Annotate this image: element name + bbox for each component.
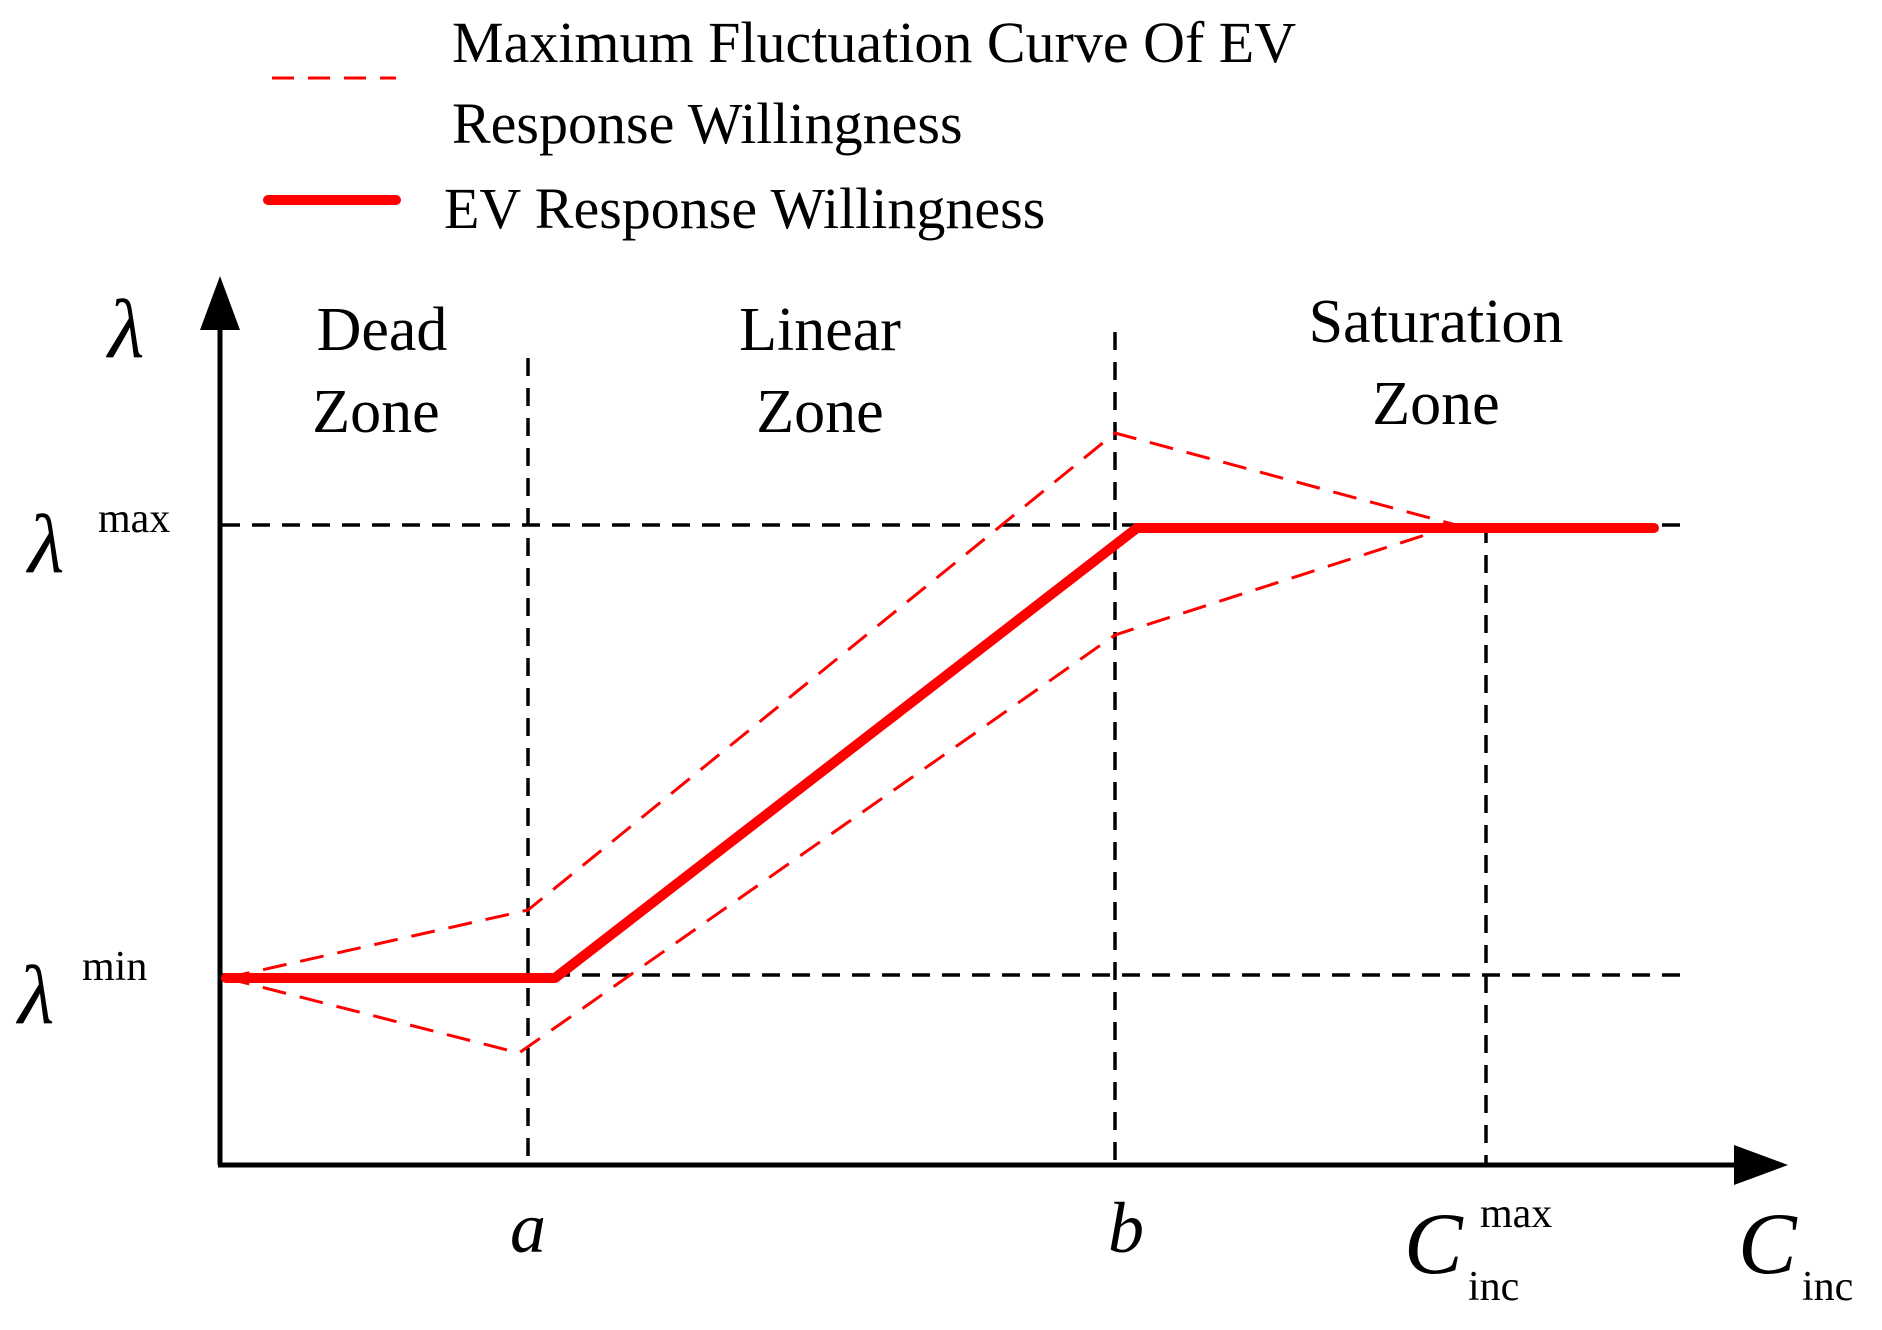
lambda-min-superscript: min [82,944,147,990]
zone-labels: Dead Zone Linear Zone Saturation Zone [312,288,1563,446]
legend-dashed-label-line1: Maximum Fluctuation Curve Of EV [452,10,1296,75]
ev-response-willingness-curve [221,523,1659,983]
saturation-zone-label-line1: Saturation [1309,288,1564,356]
x-axis-subscript: inc [1802,1264,1853,1310]
dead-zone-label-line1: Dead [317,296,448,364]
lower-fluctuation-curve [225,523,1457,1055]
saturation-zone-label-line2: Zone [1372,370,1499,438]
x-axis-symbol: C [1738,1196,1798,1293]
dead-zone-label-line2: Zone [312,378,439,446]
legend: Maximum Fluctuation Curve Of EV Response… [263,10,1296,241]
legend-dashed-label-line2: Response Willingness [452,91,963,156]
y-axis-symbol: λ [105,283,144,376]
lambda-max-symbol: λ [25,498,64,591]
axis-labels: λ λ max λ min a b C max inc C inc [15,283,1853,1310]
upper-fluctuation-curve [225,431,1457,980]
lambda-max-superscript: max [98,496,170,542]
c-max-superscript: max [1480,1191,1552,1237]
y-axis-arrowhead [200,276,240,330]
lambda-min-symbol: λ [15,949,54,1042]
curves [221,431,1659,1055]
linear-zone-label-line2: Zone [756,378,883,446]
x-axis-arrowhead [1734,1145,1788,1185]
linear-zone-label-line1: Linear [739,296,901,364]
legend-solid-label: EV Response Willingness [444,176,1045,241]
x-marker-a: a [510,1188,546,1268]
c-max-subscript: inc [1468,1264,1519,1310]
guide-lines [222,332,1680,1165]
c-max-symbol: C [1404,1196,1464,1293]
x-marker-b: b [1108,1188,1144,1268]
